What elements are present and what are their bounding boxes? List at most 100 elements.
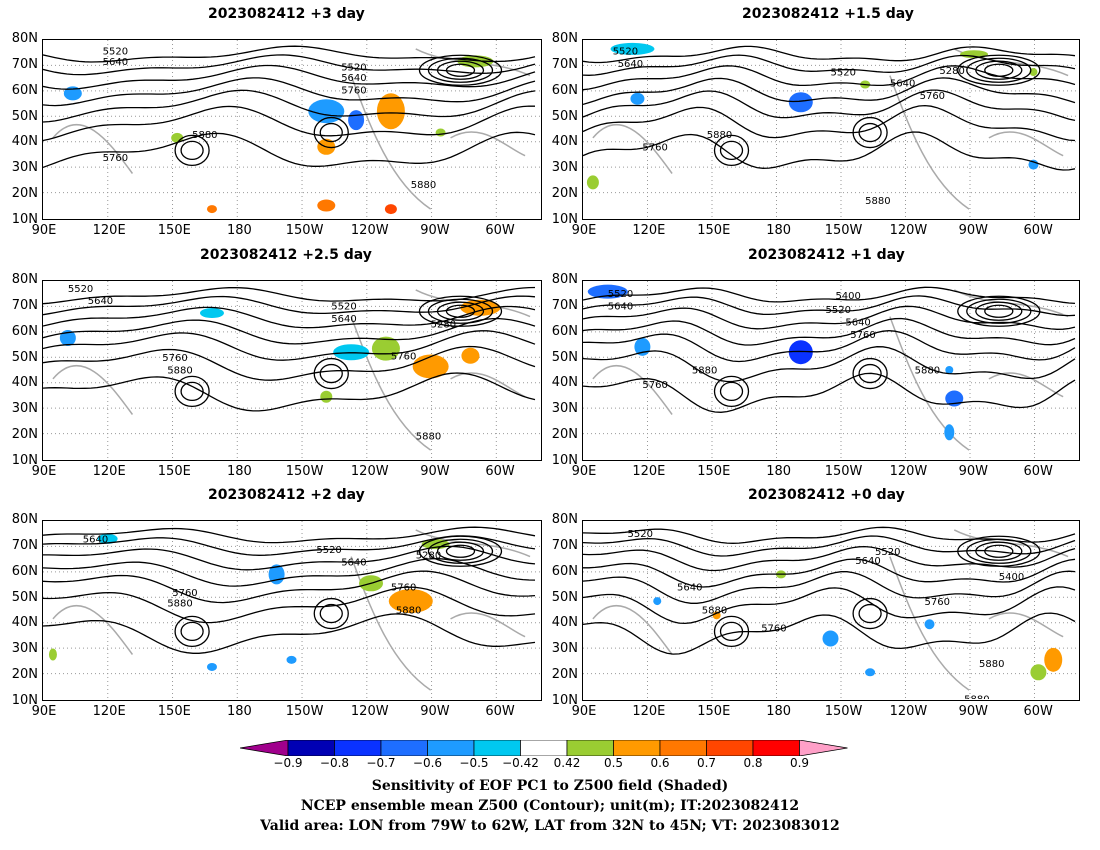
lat-tick-label: 70N xyxy=(551,537,578,553)
lat-tick-label: 70N xyxy=(551,56,578,72)
z500-contour xyxy=(583,45,1076,64)
lon-tick-label: 180 xyxy=(766,223,792,238)
sensitivity-shading xyxy=(1029,68,1038,77)
lat-tick-label: 30N xyxy=(11,641,38,657)
z500-closed-contour xyxy=(319,122,343,143)
map-plot: 5520 5640 5520 5640 5280 5760 5880 5760 5880 xyxy=(42,280,542,461)
z500-contour xyxy=(43,526,536,544)
lat-tick-label: 30N xyxy=(551,401,578,417)
lat-tick-label: 40N xyxy=(551,134,578,150)
lon-tick-label: 150E xyxy=(157,464,191,479)
sensitivity-shading xyxy=(199,308,224,319)
lon-tick-label: 120W xyxy=(889,464,928,479)
contour-value-label: 5520 xyxy=(103,46,128,57)
z500-contour xyxy=(43,89,536,123)
z500-closed-contour xyxy=(719,621,744,642)
contour-value-label: 5640 xyxy=(103,57,128,68)
panel-title: 2023082412 +2 day xyxy=(208,487,365,503)
contour-value-label: 5760 xyxy=(642,142,667,153)
z500-contour xyxy=(583,586,1076,625)
contour-value-label: 5880 xyxy=(979,659,1004,670)
lat-tick-label: 60N xyxy=(551,563,578,579)
coastline xyxy=(592,289,1069,451)
colorbar-tick-label: 0.6 xyxy=(650,756,670,770)
lat-tick-label: 40N xyxy=(551,375,578,391)
z500-contour xyxy=(583,372,1076,413)
sensitivity-shading xyxy=(944,424,955,441)
lat-tick-label: 60N xyxy=(551,82,578,98)
z500-contour xyxy=(43,64,536,90)
lat-tick-label: 50N xyxy=(11,349,38,365)
sensitivity-shading xyxy=(461,347,480,364)
z500-contour xyxy=(583,612,1076,655)
contour-value-label: 5880 xyxy=(192,130,217,141)
z500-closed-contour xyxy=(713,615,750,648)
sensitivity-shading xyxy=(653,597,662,606)
lat-tick-label: 60N xyxy=(551,323,578,339)
z500-closed-contour xyxy=(180,140,204,161)
colorbar-swatch xyxy=(427,740,475,756)
contour-value-label: 5760 xyxy=(761,623,786,634)
panel-title: 2023082412 +0 day xyxy=(748,487,905,503)
z500-closed-contour xyxy=(174,615,210,648)
z500-closed-contour xyxy=(418,54,503,86)
z500-contour xyxy=(583,65,1076,91)
z500-closed-contour xyxy=(713,375,750,408)
colorbar-swatch xyxy=(520,740,568,756)
z500-closed-contour xyxy=(313,357,349,390)
z500-closed-contour xyxy=(427,538,494,564)
lon-tick-label: 90E xyxy=(31,464,57,479)
colorbar-swatch xyxy=(613,740,661,756)
lon-tick-label: 150W xyxy=(824,464,863,479)
contour-value-label: 5880 xyxy=(167,366,192,377)
lat-tick-label: 10N xyxy=(551,693,578,708)
sensitivity-shading xyxy=(788,340,813,365)
z500-closed-contour xyxy=(852,357,888,390)
lat-tick-label: 20N xyxy=(551,427,578,443)
lon-tick-label: 60W xyxy=(485,223,515,238)
lon-tick-label: 120W xyxy=(350,464,389,479)
lat-tick-label: 50N xyxy=(551,108,578,124)
sensitivity-shading xyxy=(1044,647,1063,672)
contour-value-label: 5640 xyxy=(83,534,108,545)
z500-closed-contour xyxy=(975,301,1023,321)
lon-tick-label: 120E xyxy=(92,704,126,719)
sensitivity-shading xyxy=(586,175,599,190)
lat-tick-label: 50N xyxy=(11,108,38,124)
colorbar-tick-label: −0.9 xyxy=(273,756,303,770)
contour-value-label: 5520 xyxy=(831,68,856,79)
z500-contour xyxy=(583,558,1076,588)
lon-tick-label: 120E xyxy=(632,704,666,719)
lat-tick-label: 40N xyxy=(11,375,38,391)
panel-title: 2023082412 +1.5 day xyxy=(742,6,914,22)
contour-value-label: 5760 xyxy=(103,153,128,164)
z500-closed-contour xyxy=(984,63,1014,77)
contour-value-label: 5520 xyxy=(331,302,356,313)
sensitivity-shading xyxy=(945,366,954,374)
map-plot: 5520 5640 5520 5640 5760 5880 5760 5880 xyxy=(42,39,542,220)
lat-tick-label: 20N xyxy=(551,667,578,683)
z500-closed-contour xyxy=(418,535,503,567)
lon-tick-label: 90W xyxy=(958,704,989,719)
contour-value-label: 5880 xyxy=(865,196,890,207)
lat-tick-label: 60N xyxy=(11,82,38,98)
z500-contour xyxy=(43,305,536,329)
lon-tick-label: 150W xyxy=(285,464,324,479)
z500-contour xyxy=(43,286,536,305)
z500-closed-contour xyxy=(966,57,1032,83)
sensitivity-shading xyxy=(924,619,935,630)
lon-tick-label: 120W xyxy=(350,704,389,719)
contour-value-label: 5640 xyxy=(677,583,702,594)
lon-tick-label: 90E xyxy=(31,223,57,238)
lat-tick-label: 70N xyxy=(11,537,38,553)
lat-tick-label: 30N xyxy=(11,401,38,417)
contour-value-label: 5520 xyxy=(628,529,653,540)
sensitivity-shading xyxy=(788,92,813,113)
lat-tick-label: 60N xyxy=(11,323,38,339)
lat-tick-label: 20N xyxy=(11,186,38,202)
lat-tick-label: 50N xyxy=(11,589,38,605)
lat-tick-label: 20N xyxy=(11,667,38,683)
z500-closed-contour xyxy=(858,363,882,384)
lon-tick-label: 90W xyxy=(958,223,989,238)
